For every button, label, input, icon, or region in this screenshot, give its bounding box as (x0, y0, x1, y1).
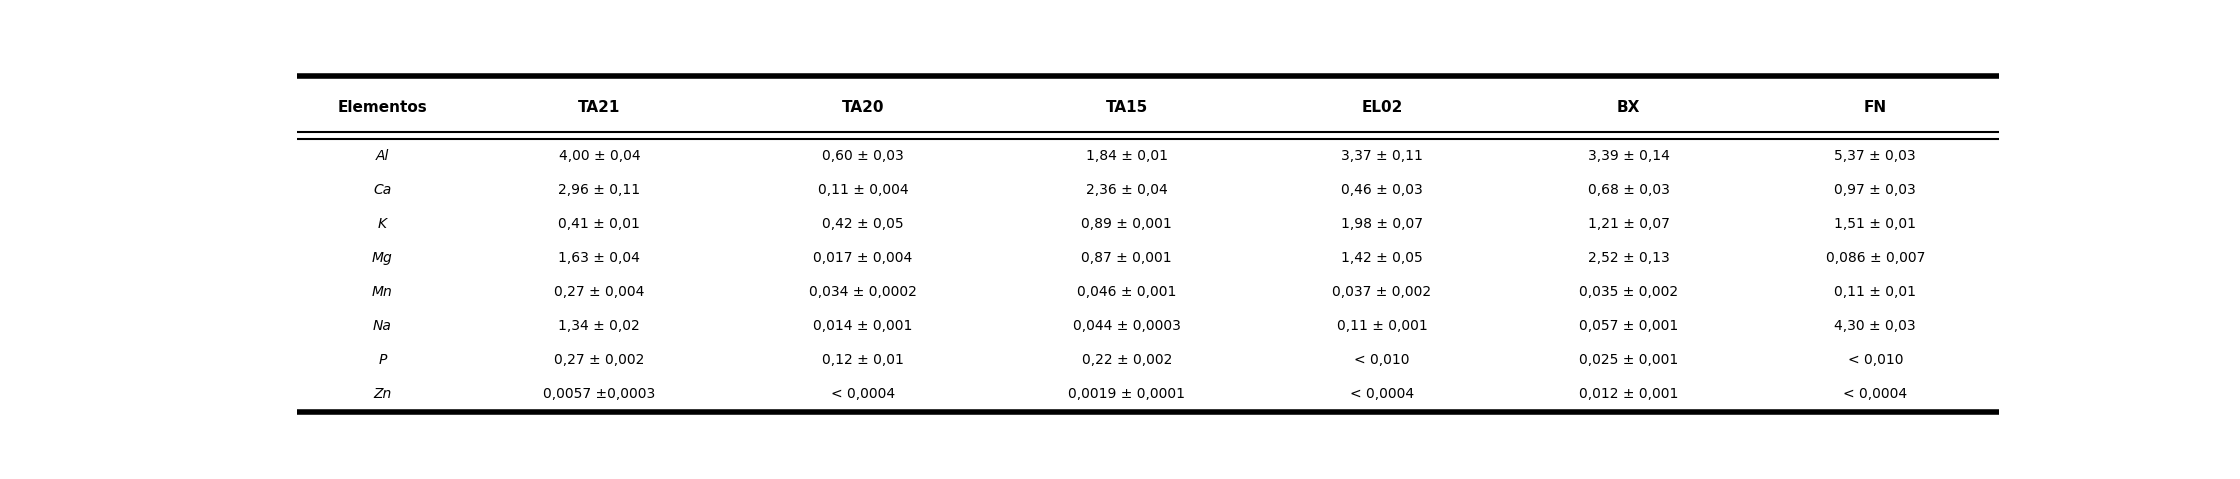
Text: 0,012 ± 0,001: 0,012 ± 0,001 (1579, 388, 1678, 401)
Text: 0,017 ± 0,004: 0,017 ± 0,004 (813, 251, 912, 265)
Text: P: P (379, 354, 388, 367)
Text: TA20: TA20 (842, 100, 885, 115)
Text: 0,0057 ±0,0003: 0,0057 ±0,0003 (544, 388, 656, 401)
Text: 1,34 ± 0,02: 1,34 ± 0,02 (558, 319, 641, 333)
Text: 0,086 ± 0,007: 0,086 ± 0,007 (1826, 251, 1924, 265)
Text: 2,52 ± 0,13: 2,52 ± 0,13 (1588, 251, 1669, 265)
Text: 0,034 ± 0,0002: 0,034 ± 0,0002 (809, 285, 916, 299)
Text: TA15: TA15 (1107, 100, 1147, 115)
Text: 4,00 ± 0,04: 4,00 ± 0,04 (558, 148, 641, 163)
Text: < 0,010: < 0,010 (1355, 354, 1409, 367)
Text: 0,42 ± 0,05: 0,42 ± 0,05 (822, 217, 905, 231)
Text: 0,68 ± 0,03: 0,68 ± 0,03 (1588, 183, 1669, 197)
Text: Mn: Mn (372, 285, 392, 299)
Text: 4,30 ± 0,03: 4,30 ± 0,03 (1835, 319, 1915, 333)
Text: 0,89 ± 0,001: 0,89 ± 0,001 (1082, 217, 1172, 231)
Text: < 0,0004: < 0,0004 (831, 388, 896, 401)
Text: 0,035 ± 0,002: 0,035 ± 0,002 (1579, 285, 1678, 299)
Text: 0,057 ± 0,001: 0,057 ± 0,001 (1579, 319, 1678, 333)
Text: < 0,0004: < 0,0004 (1844, 388, 1906, 401)
Text: EL02: EL02 (1362, 100, 1402, 115)
Text: BX: BX (1617, 100, 1640, 115)
Text: < 0,010: < 0,010 (1848, 354, 1904, 367)
Text: FN: FN (1864, 100, 1886, 115)
Text: 0,97 ± 0,03: 0,97 ± 0,03 (1835, 183, 1915, 197)
Text: Zn: Zn (374, 388, 392, 401)
Text: 0,025 ± 0,001: 0,025 ± 0,001 (1579, 354, 1678, 367)
Text: Mg: Mg (372, 251, 392, 265)
Text: 0,46 ± 0,03: 0,46 ± 0,03 (1342, 183, 1422, 197)
Text: K: K (379, 217, 388, 231)
Text: 2,96 ± 0,11: 2,96 ± 0,11 (558, 183, 641, 197)
Text: 0,014 ± 0,001: 0,014 ± 0,001 (813, 319, 912, 333)
Text: 1,63 ± 0,04: 1,63 ± 0,04 (558, 251, 641, 265)
Text: < 0,0004: < 0,0004 (1351, 388, 1413, 401)
Text: 1,51 ± 0,01: 1,51 ± 0,01 (1835, 217, 1915, 231)
Text: Na: Na (374, 319, 392, 333)
Text: 3,39 ± 0,14: 3,39 ± 0,14 (1588, 148, 1669, 163)
Text: 0,87 ± 0,001: 0,87 ± 0,001 (1082, 251, 1172, 265)
Text: 0,044 ± 0,0003: 0,044 ± 0,0003 (1073, 319, 1180, 333)
Text: 0,41 ± 0,01: 0,41 ± 0,01 (558, 217, 641, 231)
Text: 0,11 ± 0,001: 0,11 ± 0,001 (1337, 319, 1427, 333)
Text: 0,037 ± 0,002: 0,037 ± 0,002 (1333, 285, 1431, 299)
Text: 2,36 ± 0,04: 2,36 ± 0,04 (1086, 183, 1167, 197)
Text: 0,11 ± 0,01: 0,11 ± 0,01 (1835, 285, 1915, 299)
Text: 1,42 ± 0,05: 1,42 ± 0,05 (1342, 251, 1422, 265)
Text: 0,0019 ± 0,0001: 0,0019 ± 0,0001 (1068, 388, 1185, 401)
Text: TA21: TA21 (578, 100, 620, 115)
Text: 0,046 ± 0,001: 0,046 ± 0,001 (1077, 285, 1176, 299)
Text: 3,37 ± 0,11: 3,37 ± 0,11 (1342, 148, 1422, 163)
Text: 0,11 ± 0,004: 0,11 ± 0,004 (818, 183, 909, 197)
Text: 0,27 ± 0,004: 0,27 ± 0,004 (553, 285, 645, 299)
Text: Elementos: Elementos (338, 100, 428, 115)
Text: Al: Al (376, 148, 390, 163)
Text: 0,22 ± 0,002: 0,22 ± 0,002 (1082, 354, 1172, 367)
Text: Ca: Ca (374, 183, 392, 197)
Text: 0,12 ± 0,01: 0,12 ± 0,01 (822, 354, 905, 367)
Text: 1,84 ± 0,01: 1,84 ± 0,01 (1086, 148, 1167, 163)
Text: 5,37 ± 0,03: 5,37 ± 0,03 (1835, 148, 1915, 163)
Text: 1,21 ± 0,07: 1,21 ± 0,07 (1588, 217, 1669, 231)
Text: 1,98 ± 0,07: 1,98 ± 0,07 (1342, 217, 1422, 231)
Text: 0,27 ± 0,002: 0,27 ± 0,002 (553, 354, 645, 367)
Text: 0,60 ± 0,03: 0,60 ± 0,03 (822, 148, 905, 163)
